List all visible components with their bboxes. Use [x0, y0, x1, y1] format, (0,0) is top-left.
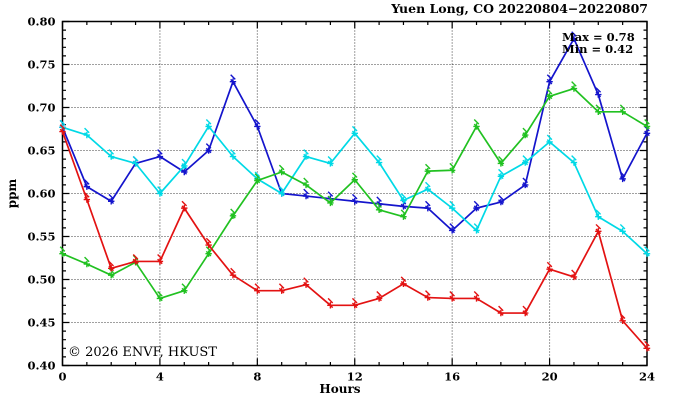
y-tick-label: 0.60 [27, 187, 55, 201]
x-tick-label: 12 [347, 370, 363, 384]
y-tick-label: 0.50 [27, 273, 55, 287]
y-tick-label: 0.55 [27, 230, 55, 244]
x-tick-label: 8 [253, 370, 261, 384]
y-tick-label: 0.40 [27, 359, 55, 373]
x-tick-label: 0 [58, 370, 66, 384]
y-tick-label: 0.70 [27, 101, 55, 115]
max-annotation: Max = 0.78 [562, 30, 635, 44]
chart-title: Yuen Long, CO 20220804−20220807 [390, 1, 648, 16]
y-tick-label: 0.80 [27, 15, 55, 29]
watermark-text: © 2026 ENVF, HKUST [68, 345, 217, 360]
min-annotation: Min = 0.42 [562, 42, 633, 56]
x-tick-label: 24 [639, 370, 655, 384]
y-tick-label: 0.65 [27, 144, 55, 158]
x-tick-label: 4 [156, 370, 164, 384]
x-tick-label: 20 [542, 370, 558, 384]
plot-frame [61, 20, 648, 367]
y-axis-title: ppm [5, 178, 19, 208]
y-tick-label: 0.75 [27, 58, 55, 72]
series-cyan-markers [59, 119, 651, 257]
y-tick-label: 0.45 [27, 316, 55, 330]
x-tick-label: 16 [444, 370, 460, 384]
x-axis-title: Hours [319, 382, 360, 396]
series-red-markers [59, 124, 651, 352]
